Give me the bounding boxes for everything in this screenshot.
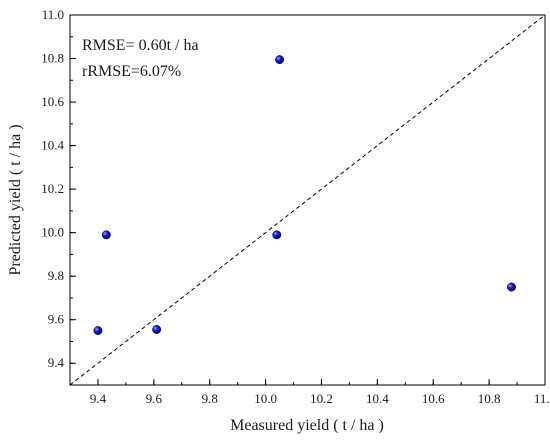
data-point	[507, 282, 516, 292]
plot-frame	[69, 14, 546, 386]
y-tick-label: 10.8	[41, 51, 64, 66]
y-tick-label: 10.0	[41, 225, 64, 240]
y-tick-label: 9.4	[48, 355, 65, 370]
data-point	[275, 55, 285, 65]
y-tick-label: 10.2	[41, 181, 64, 196]
x-axis-title: Measured yield ( t / ha )	[230, 417, 384, 434]
y-tick-label: 10.4	[41, 138, 64, 153]
annotation-rrmse: rRMSE=6.07%	[82, 63, 181, 80]
data-point	[152, 325, 162, 334]
x-tick-label: 10.4	[366, 391, 389, 406]
x-tick-label: 11.0	[534, 391, 550, 406]
x-tick-label: 9.4	[90, 391, 107, 406]
y-tick-label: 10.6	[41, 94, 64, 109]
y-tick-label: 11.0	[42, 7, 64, 22]
x-tick-label: 10.6	[422, 391, 445, 406]
y-axis-title: Predicted yield ( t / ha )	[7, 124, 24, 275]
data-point	[272, 230, 282, 240]
data-point	[93, 326, 103, 336]
x-tick-label: 9.6	[146, 391, 163, 406]
x-tick-label: 10.2	[310, 391, 333, 406]
y-tick-label: 9.6	[48, 312, 65, 327]
reference-line-1to1	[69, 14, 546, 386]
x-tick-label: 9.8	[202, 391, 218, 406]
y-tick-label: 9.8	[48, 268, 64, 283]
annotation-rmse: RMSE= 0.60t / ha	[82, 37, 199, 54]
x-tick-label: 10.0	[254, 391, 277, 406]
data-point	[101, 230, 111, 240]
x-tick-label: 10.8	[478, 391, 501, 406]
